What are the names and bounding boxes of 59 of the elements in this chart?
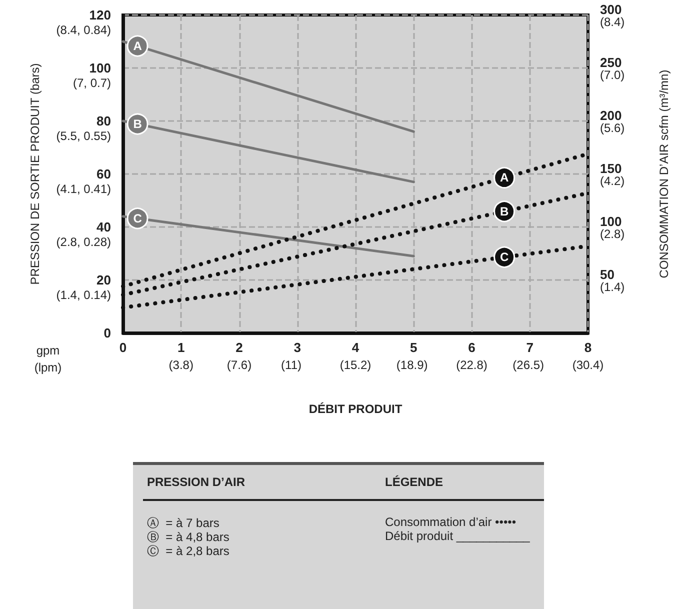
y-tick-label: 40 xyxy=(96,220,111,234)
text: Ⓑ = à 4,8 bars xyxy=(147,529,230,545)
x-tick-label: 6 xyxy=(468,340,476,355)
y2-tick-label: 300 xyxy=(600,2,622,17)
x2-tick-label: (26.5) xyxy=(512,358,544,372)
y-tick-label: 60 xyxy=(96,166,111,182)
y-tick-label: 20 xyxy=(96,272,111,288)
y3-tick-label: (8.4) xyxy=(600,15,625,29)
series-label: A xyxy=(500,170,509,185)
y2-tick-label: 150 xyxy=(600,161,622,176)
y2-tick-label: 100 xyxy=(600,214,622,229)
x-tick-label: 1 xyxy=(178,340,185,355)
y3-tick-label: (2.8) xyxy=(600,227,625,241)
text: Ⓒ = à 2,8 bars xyxy=(147,543,230,560)
y2-axis-title: CONSOMMATION D’AIR scfm (m³/mn) xyxy=(657,70,671,278)
text: Ⓐ = à 7 bars xyxy=(147,515,220,531)
series-label: C xyxy=(500,250,509,264)
y3-tick-label: (7.0) xyxy=(600,68,625,82)
y3-tick-label: (1.4) xyxy=(600,280,625,294)
y2-tick-label: 250 xyxy=(600,55,622,70)
text: LÉGENDE xyxy=(385,475,444,489)
x2-tick-label: (7.6) xyxy=(226,358,252,372)
y-tick-label: 100 xyxy=(89,60,111,76)
text: (2.8, 0.28) xyxy=(56,235,111,249)
x2-tick-label: (11) xyxy=(281,358,302,372)
series-label: B xyxy=(133,117,142,132)
x-tick-label: 4 xyxy=(352,340,360,355)
x-tick-label: 8 xyxy=(584,340,592,355)
x-axis-title: DÉBIT PRODUIT xyxy=(308,402,403,416)
text: PRESSION D’AIR xyxy=(147,475,246,489)
x2-tick-label: (30.4) xyxy=(572,358,604,372)
y2-tick-label: 200 xyxy=(600,108,622,123)
series-label: A xyxy=(133,39,142,54)
text: (8.4, 0.84) xyxy=(56,23,111,37)
text: gpm (lpm) xyxy=(34,344,62,374)
y-tick-label: 0 xyxy=(104,326,111,340)
text: Consommation d’air ••••• xyxy=(385,515,516,529)
x2-tick-label: (15.2) xyxy=(340,358,372,372)
y-axis-title: PRESSION DE SORTIE PRODUIT (bars) xyxy=(28,63,42,285)
text: (4.1, 0.41) xyxy=(56,182,111,196)
text: Débit produit ___________ xyxy=(385,529,530,543)
series-label: C xyxy=(133,211,142,226)
x2-tick-label: (22.8) xyxy=(456,358,488,372)
y-tick-label: 80 xyxy=(96,114,111,128)
x-tick-label: 5 xyxy=(410,340,418,355)
y2-tick-label: 50 xyxy=(600,267,614,282)
x2-tick-label: (18.9) xyxy=(396,358,428,372)
y3-tick-label: (4.2) xyxy=(600,174,625,188)
x2-tick-label: (3.8) xyxy=(168,358,194,372)
y3-tick-label: (5.6) xyxy=(600,121,625,135)
x-tick-label: 2 xyxy=(236,340,243,355)
x-tick-label: 3 xyxy=(294,340,301,355)
x-tick-label: 7 xyxy=(526,340,534,355)
text: (1.4, 0.14) xyxy=(56,288,111,302)
text: (7, 0.7) xyxy=(72,76,112,90)
y-tick-label: 120 xyxy=(89,8,111,22)
series-label: B xyxy=(500,204,509,218)
text: (5.5, 0.55) xyxy=(56,129,111,143)
x-tick-label: 0 xyxy=(119,340,127,355)
